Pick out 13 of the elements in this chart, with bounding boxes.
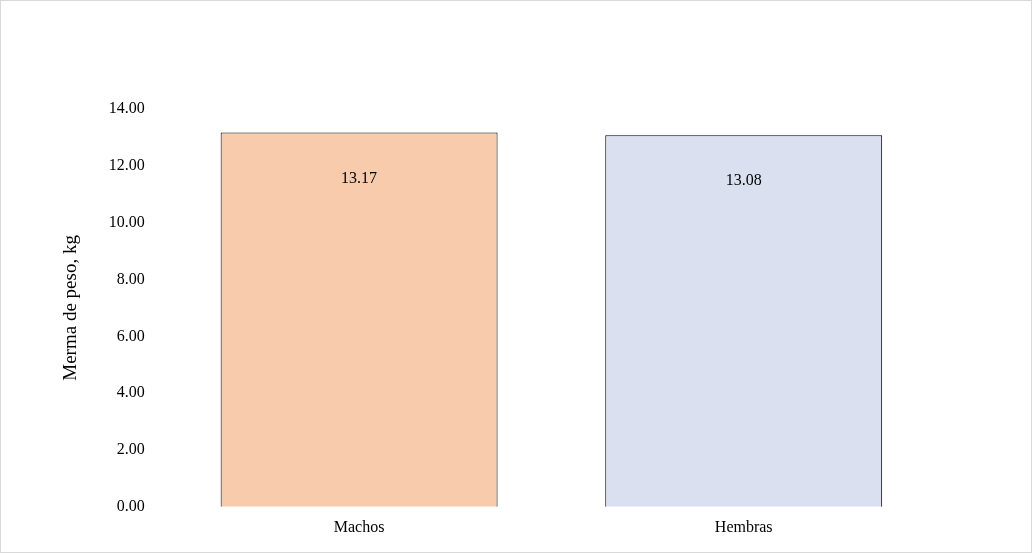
y-axis-title: Merma de peso, kg: [59, 234, 81, 381]
y-tick-label: 14.00: [108, 99, 145, 117]
y-tick-label: 2.00: [116, 440, 145, 458]
data-label: 13.17: [341, 168, 378, 186]
y-tick-label: 6.00: [116, 326, 145, 344]
x-tick-label: Hembras: [714, 517, 773, 535]
y-tick-label: 10.00: [108, 212, 145, 230]
data-label: 13.08: [725, 171, 762, 189]
x-tick-label: Machos: [333, 517, 385, 535]
y-tick-label: 0.00: [116, 497, 145, 514]
y-tick-label: 4.00: [116, 383, 145, 401]
y-tick-label: 12.00: [108, 156, 145, 174]
y-tick-label: 8.00: [116, 269, 145, 287]
